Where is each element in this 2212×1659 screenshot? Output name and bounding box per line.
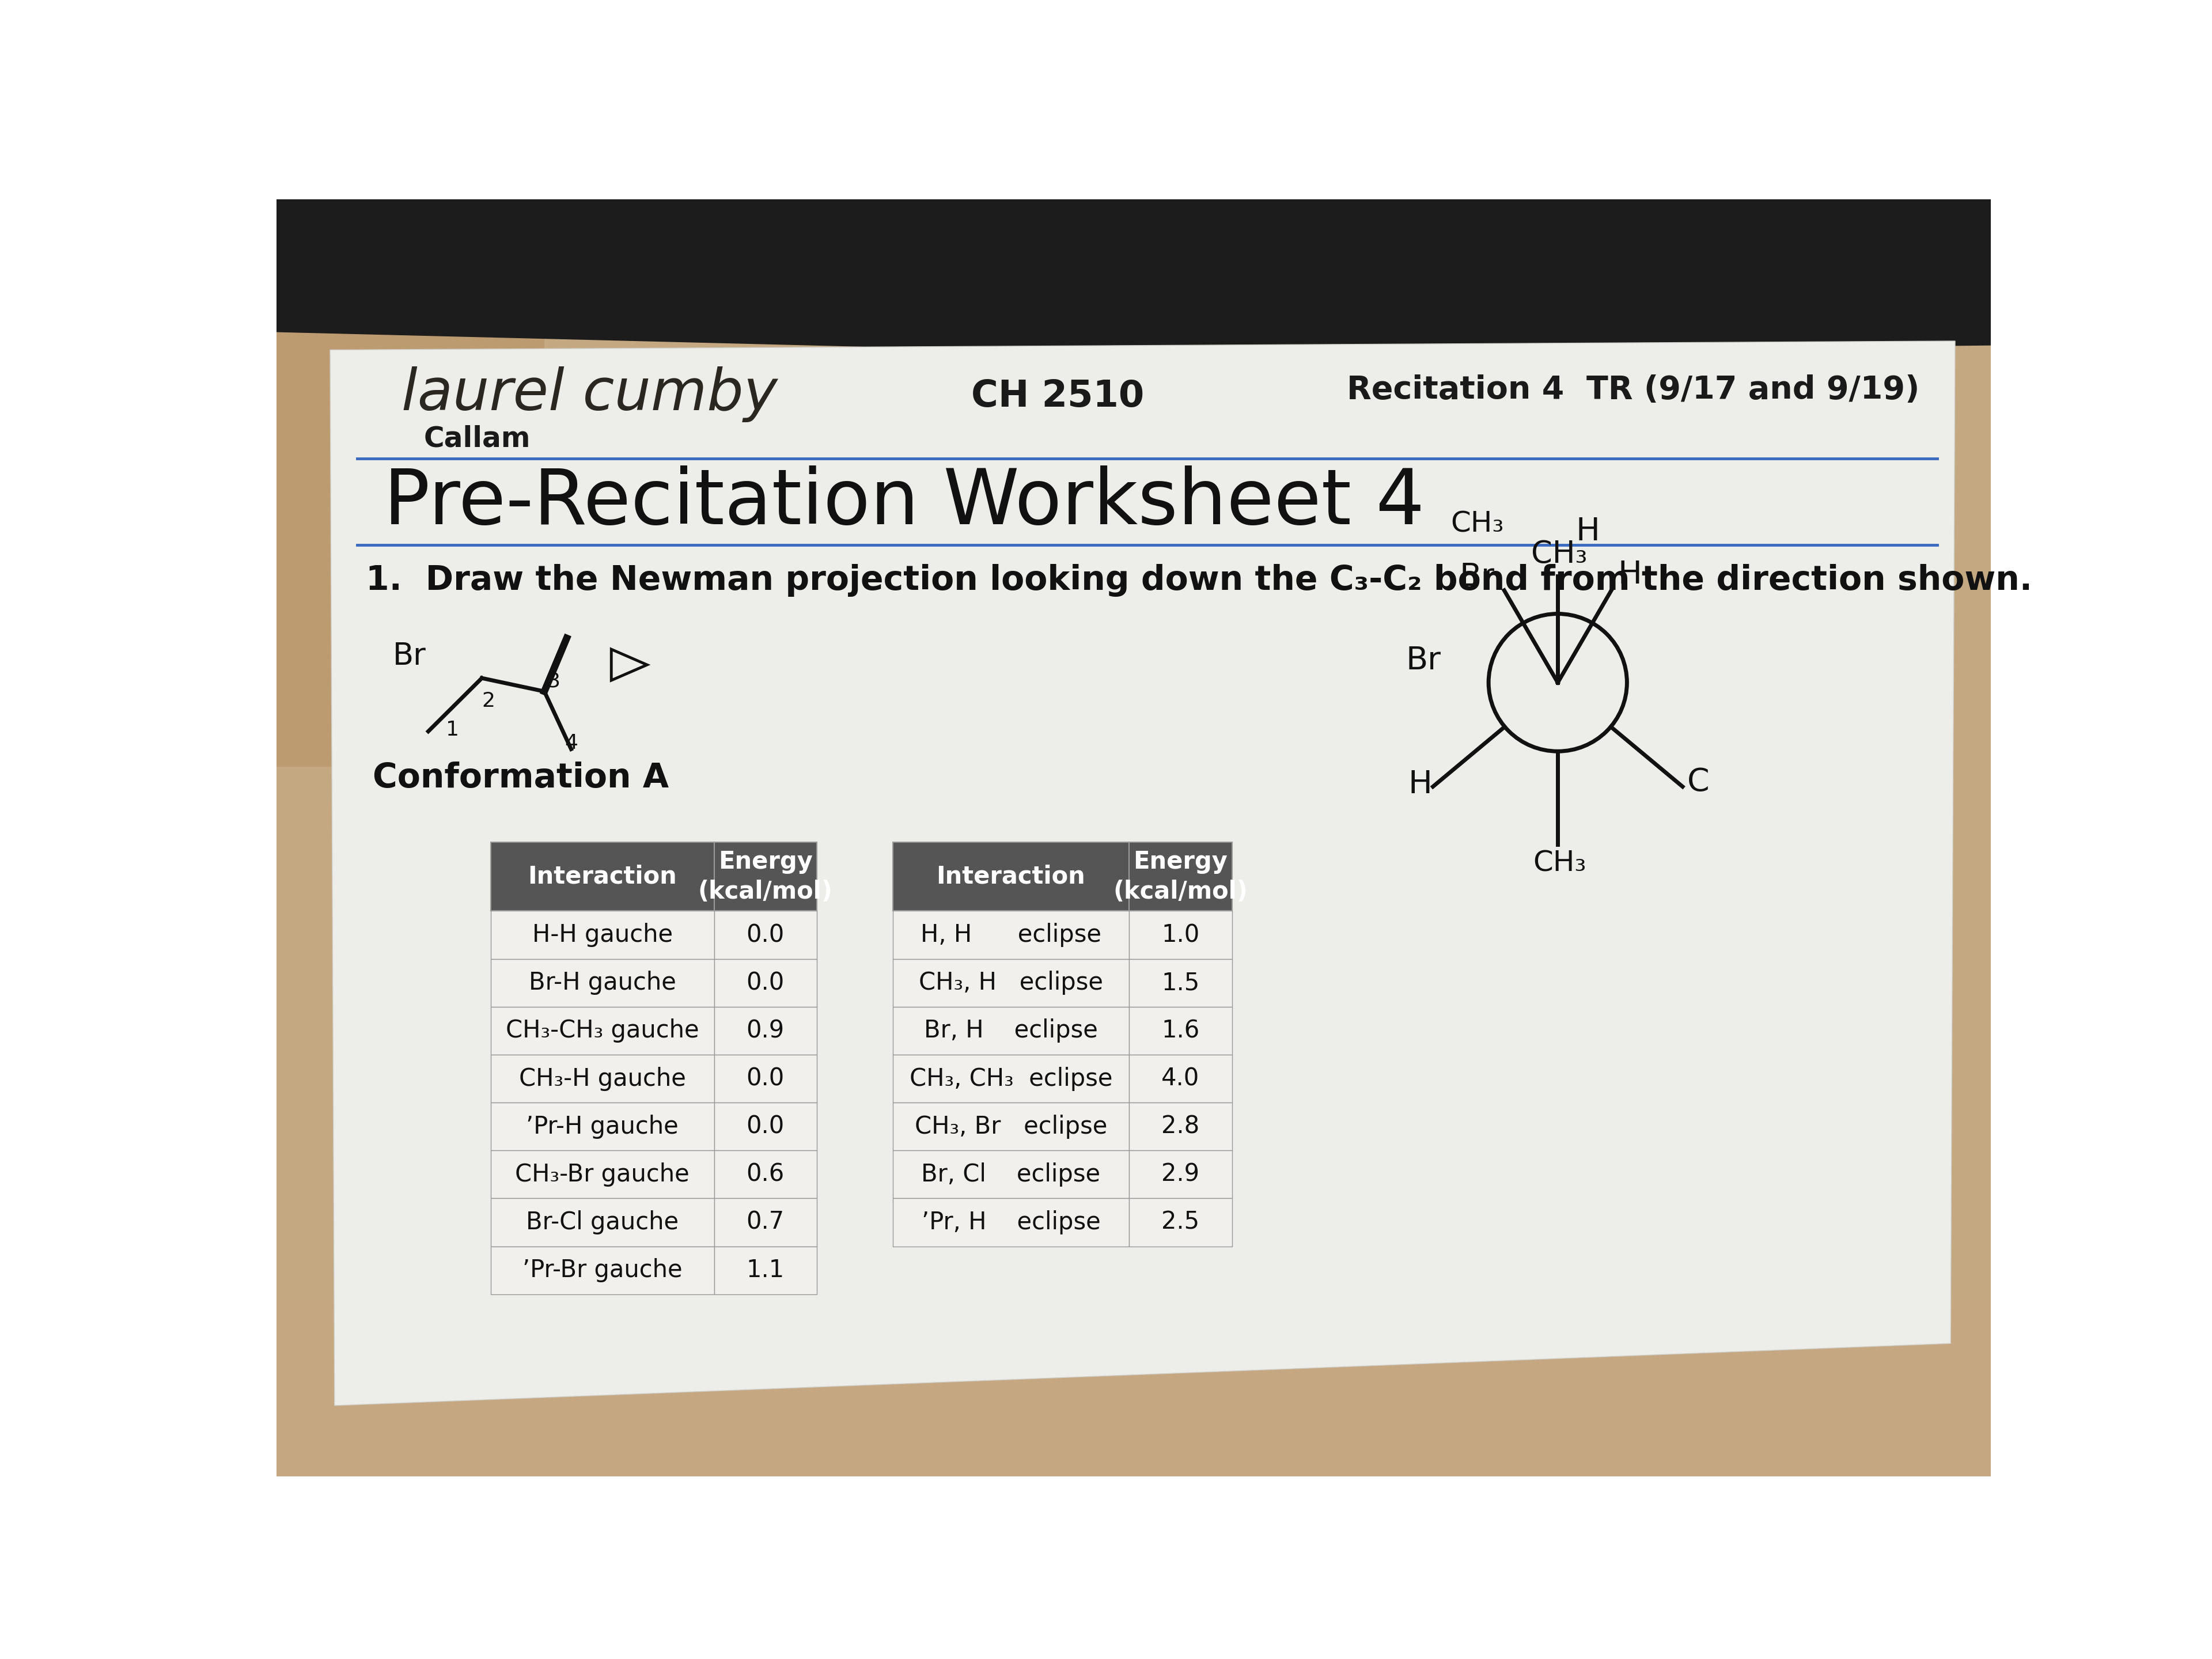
Bar <box>714 843 816 911</box>
Text: 2.8: 2.8 <box>1161 1115 1199 1138</box>
Text: H, H      eclipse: H, H eclipse <box>920 922 1102 947</box>
Bar <box>714 1246 816 1294</box>
Text: CH₃-CH₃ gauche: CH₃-CH₃ gauche <box>507 1019 699 1044</box>
Text: 0.0: 0.0 <box>745 922 785 947</box>
Text: Br, Cl    eclipse: Br, Cl eclipse <box>920 1163 1102 1186</box>
Bar <box>1128 959 1232 1007</box>
Bar <box>714 1007 816 1055</box>
Text: 4: 4 <box>564 733 577 753</box>
Text: 1.0: 1.0 <box>1161 922 1199 947</box>
Text: 0.9: 0.9 <box>745 1019 785 1044</box>
Bar <box>894 1007 1128 1055</box>
Bar <box>714 1103 816 1150</box>
Bar <box>491 1246 714 1294</box>
Text: Conformation A: Conformation A <box>372 761 668 795</box>
Text: 0.6: 0.6 <box>745 1163 785 1186</box>
Text: 4.0: 4.0 <box>1161 1067 1199 1090</box>
Text: Pre-Recitation Worksheet 4: Pre-Recitation Worksheet 4 <box>383 466 1425 541</box>
Text: H: H <box>1617 559 1641 591</box>
Text: Energy
(kcal/mol): Energy (kcal/mol) <box>1113 849 1248 904</box>
Bar <box>491 1198 714 1246</box>
Text: CH₃, Br   eclipse: CH₃, Br eclipse <box>914 1115 1108 1138</box>
Text: CH₃: CH₃ <box>1451 509 1504 538</box>
Bar <box>894 1150 1128 1198</box>
Text: Interaction: Interaction <box>529 864 677 889</box>
Text: 1.5: 1.5 <box>1161 971 1199 995</box>
Bar <box>894 911 1128 959</box>
Text: Br, H    eclipse: Br, H eclipse <box>925 1019 1097 1044</box>
Text: 2.5: 2.5 <box>1161 1211 1199 1234</box>
Bar <box>491 911 714 959</box>
Bar <box>1128 1103 1232 1150</box>
Bar <box>491 843 714 911</box>
Text: 1.1: 1.1 <box>745 1258 785 1282</box>
Text: CH₃: CH₃ <box>1533 849 1586 878</box>
Text: Br-Cl gauche: Br-Cl gauche <box>526 1211 679 1234</box>
Text: 2.9: 2.9 <box>1161 1163 1199 1186</box>
Text: CH₃, H   eclipse: CH₃, H eclipse <box>918 971 1104 995</box>
Bar <box>714 1150 816 1198</box>
Text: CH₃: CH₃ <box>1531 539 1588 569</box>
Text: Br: Br <box>1460 562 1495 592</box>
Bar <box>491 1103 714 1150</box>
Text: 1.6: 1.6 <box>1161 1019 1199 1044</box>
Text: Energy
(kcal/mol): Energy (kcal/mol) <box>699 849 832 904</box>
Bar <box>714 911 816 959</box>
Text: C: C <box>1688 766 1710 798</box>
Bar <box>491 1150 714 1198</box>
Text: CH₃-H gauche: CH₃-H gauche <box>520 1067 686 1090</box>
Text: 0.0: 0.0 <box>745 1067 785 1090</box>
Text: 0.0: 0.0 <box>745 971 785 995</box>
Text: Br: Br <box>392 640 427 672</box>
Bar <box>714 1198 816 1246</box>
Bar <box>1128 1198 1232 1246</box>
Text: Recitation 4  TR (9/17 and 9/19): Recitation 4 TR (9/17 and 9/19) <box>1347 375 1920 405</box>
Bar <box>491 1055 714 1103</box>
Bar <box>491 1007 714 1055</box>
Text: CH₃, CH₃  eclipse: CH₃, CH₃ eclipse <box>909 1067 1113 1090</box>
Text: ʼPr-H gauche: ʼPr-H gauche <box>526 1115 679 1138</box>
Bar <box>1128 1055 1232 1103</box>
Text: CH 2510: CH 2510 <box>971 378 1144 415</box>
Text: Br: Br <box>1407 645 1440 677</box>
Bar <box>491 959 714 1007</box>
Bar <box>1128 911 1232 959</box>
Text: Interaction: Interaction <box>936 864 1086 889</box>
Text: laurel cumby: laurel cumby <box>403 367 779 421</box>
Text: 1.  Draw the Newman projection looking down the C₃-C₂ bond from the direction sh: 1. Draw the Newman projection looking do… <box>365 564 2033 597</box>
Polygon shape <box>330 342 1955 1405</box>
Bar <box>894 1198 1128 1246</box>
Text: H: H <box>1409 770 1433 800</box>
Bar <box>894 1103 1128 1150</box>
Bar <box>894 1055 1128 1103</box>
Text: ʼPr, H    eclipse: ʼPr, H eclipse <box>922 1211 1099 1234</box>
Text: H-H gauche: H-H gauche <box>533 922 672 947</box>
Text: Callam: Callam <box>425 425 531 453</box>
Bar <box>276 1299 1991 1477</box>
Bar <box>894 843 1128 911</box>
Text: 2: 2 <box>482 692 495 712</box>
Text: 0.0: 0.0 <box>745 1115 785 1138</box>
Bar <box>276 199 544 766</box>
Text: CH₃-Br gauche: CH₃-Br gauche <box>515 1163 690 1186</box>
Text: 1: 1 <box>447 720 460 740</box>
Bar <box>1128 843 1232 911</box>
Bar <box>714 1055 816 1103</box>
Text: 3: 3 <box>546 672 560 692</box>
Text: H: H <box>1575 516 1599 547</box>
Bar <box>894 959 1128 1007</box>
Text: 0.7: 0.7 <box>745 1211 785 1234</box>
Bar <box>714 959 816 1007</box>
Bar <box>1128 1007 1232 1055</box>
Polygon shape <box>276 199 1991 355</box>
Text: ʼPr-Br gauche: ʼPr-Br gauche <box>522 1258 681 1282</box>
Text: Br-H gauche: Br-H gauche <box>529 971 677 995</box>
Bar <box>1128 1150 1232 1198</box>
